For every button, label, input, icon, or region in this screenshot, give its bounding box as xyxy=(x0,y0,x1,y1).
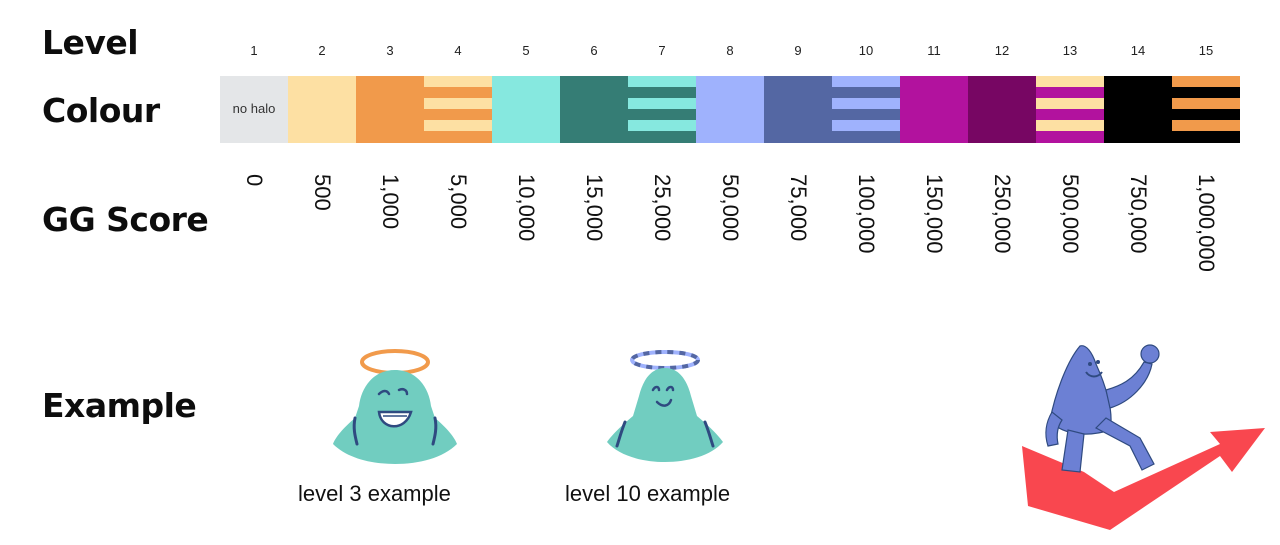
halo-colour-swatch-level-14 xyxy=(1104,76,1172,143)
walker-eye xyxy=(1096,360,1100,364)
gg-score-value: 15,000 xyxy=(582,174,607,242)
level-number-12: 12 xyxy=(994,43,1010,58)
gg-score-value: 75,000 xyxy=(786,174,811,242)
gg-score-value: 750,000 xyxy=(1126,174,1151,254)
dashed-halo-stripes xyxy=(630,350,700,370)
gg-score-value: 10,000 xyxy=(514,174,539,242)
gg-score-cell-level-4: 5,000 xyxy=(424,174,492,284)
walking-character xyxy=(1045,344,1160,473)
gg-score-cell-level-9: 75,000 xyxy=(764,174,832,284)
level-10-example-caption: level 10 example xyxy=(565,481,731,506)
gg-score-cell-level-5: 10,000 xyxy=(492,174,560,284)
level-number-1: 1 xyxy=(250,43,258,58)
halo-colour-swatch-level-12 xyxy=(968,76,1036,143)
solid-halo xyxy=(360,349,430,375)
level-number-9: 9 xyxy=(794,43,802,58)
gg-score-value: 1,000,000 xyxy=(1194,174,1219,272)
gg-score-cell-level-3: 1,000 xyxy=(356,174,424,284)
level-number-11: 11 xyxy=(927,43,941,58)
level-3-example-caption: level 3 example xyxy=(298,481,451,506)
smile-mouth xyxy=(655,398,673,407)
halo-colour-swatch-level-4 xyxy=(424,76,492,143)
character-arm-line xyxy=(703,420,715,448)
gg-score-value: 1,000 xyxy=(378,174,403,230)
gg-score-cell-level-7: 25,000 xyxy=(628,174,696,284)
gg-score-value: 250,000 xyxy=(990,174,1015,254)
gg-score-value: 100,000 xyxy=(854,174,879,254)
halo-colour-swatch-level-15 xyxy=(1172,76,1240,143)
halo-colour-swatch-level-1: no halo xyxy=(220,76,288,143)
gg-score-cell-level-11: 150,000 xyxy=(900,174,968,284)
gg-score-cell-level-10: 100,000 xyxy=(832,174,900,284)
level-number-10: 10 xyxy=(858,43,874,58)
level-number-4: 4 xyxy=(454,43,462,58)
halo-colour-swatch-level-10 xyxy=(832,76,900,143)
halo-colour-swatch-level-2 xyxy=(288,76,356,143)
walker-eye xyxy=(1088,362,1092,366)
halo-colour-swatch-level-5 xyxy=(492,76,560,143)
eye xyxy=(651,385,661,392)
halo-colour-swatch-level-6 xyxy=(560,76,628,143)
no-halo-label: no halo xyxy=(232,101,276,116)
gg-score-value: 0 xyxy=(242,174,267,187)
colour-row-label: Colour xyxy=(42,91,160,130)
gg-score-value: 50,000 xyxy=(718,174,743,242)
gg-score-cell-level-12: 250,000 xyxy=(968,174,1036,284)
halo-colour-swatch-level-8 xyxy=(696,76,764,143)
level-number-7: 7 xyxy=(658,43,666,58)
winking-eye xyxy=(377,389,391,396)
gg-score-cell-level-14: 750,000 xyxy=(1104,174,1172,284)
gg-score-value: 500 xyxy=(310,174,335,211)
level-number-2: 2 xyxy=(318,43,326,58)
closed-eye xyxy=(397,387,409,396)
rising-arrow-icon xyxy=(1022,428,1265,530)
eye xyxy=(665,385,675,392)
level-number-14: 14 xyxy=(1130,43,1146,58)
character-arm-line xyxy=(615,420,627,448)
gg-score-cell-level-8: 50,000 xyxy=(696,174,764,284)
halo-colour-swatch-level-9 xyxy=(764,76,832,143)
level-10-example-character xyxy=(607,350,723,462)
score-row-label: GG Score xyxy=(42,200,209,239)
halo-colour-swatch-level-7 xyxy=(628,76,696,143)
gg-score-cell-level-2: 500 xyxy=(288,174,356,284)
level-row-label: Level xyxy=(42,23,139,62)
progress-arrow-illustration xyxy=(1022,344,1265,530)
character-arm-line xyxy=(431,416,438,446)
character-arm-line xyxy=(352,416,359,446)
level-number-5: 5 xyxy=(522,43,530,58)
gg-score-value: 25,000 xyxy=(650,174,675,242)
level-3-example-character xyxy=(333,349,457,464)
example-row-label: Example xyxy=(42,386,197,425)
character-body xyxy=(607,368,723,462)
gg-score-value: 150,000 xyxy=(922,174,947,254)
level-number-8: 8 xyxy=(726,43,734,58)
gg-score-value: 5,000 xyxy=(446,174,471,230)
halo-colour-swatch-level-3 xyxy=(356,76,424,143)
halo-colour-swatch-level-11 xyxy=(900,76,968,143)
gg-score-cell-level-15: 1,000,000 xyxy=(1172,174,1240,284)
level-number-3: 3 xyxy=(386,43,394,58)
halo-colour-swatch-level-13 xyxy=(1036,76,1104,143)
walker-smile xyxy=(1085,371,1103,378)
level-number-6: 6 xyxy=(590,43,598,58)
dashed-halo-base xyxy=(630,350,700,370)
level-number-13: 13 xyxy=(1062,43,1078,58)
gg-score-value: 500,000 xyxy=(1058,174,1083,254)
gg-score-cell-level-13: 500,000 xyxy=(1036,174,1104,284)
gg-score-cell-level-6: 15,000 xyxy=(560,174,628,284)
gg-score-cell-level-1: 0 xyxy=(220,174,288,284)
level-number-15: 15 xyxy=(1198,43,1214,58)
